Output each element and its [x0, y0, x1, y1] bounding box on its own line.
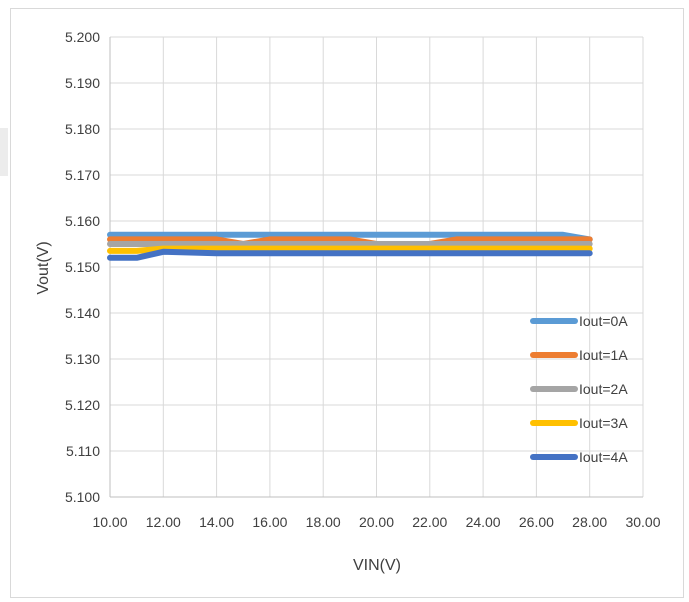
y-tick-label: 5.160 — [65, 213, 100, 229]
x-tick-label: 16.00 — [252, 514, 287, 530]
series-line-iout-1a — [107, 236, 593, 247]
y-tick-label: 5.100 — [65, 489, 100, 505]
y-tick-label: 5.140 — [65, 305, 100, 321]
y-tick-label: 5.120 — [65, 397, 100, 413]
y-tick-label: 5.150 — [65, 259, 100, 275]
x-tick-label: 28.00 — [572, 514, 607, 530]
x-tick-label: 24.00 — [466, 514, 501, 530]
series-lines — [107, 231, 593, 261]
x-tick-label: 22.00 — [412, 514, 447, 530]
legend-label: Iout=4A — [579, 449, 628, 465]
legend-label: Iout=1A — [579, 347, 628, 363]
x-tick-label: 30.00 — [625, 514, 660, 530]
x-tick-label: 20.00 — [359, 514, 394, 530]
x-tick-label: 10.00 — [92, 514, 127, 530]
legend-label: Iout=0A — [579, 313, 628, 329]
chart-frame — [10, 8, 684, 598]
legend-label: Iout=2A — [579, 381, 628, 397]
series-line-iout-3a — [107, 245, 593, 254]
x-tick-label: 18.00 — [306, 514, 341, 530]
y-tick-label: 5.130 — [65, 351, 100, 367]
legend-label: Iout=3A — [579, 415, 628, 431]
y-tick-label: 5.180 — [65, 121, 100, 137]
grid — [109, 36, 644, 498]
axes — [109, 37, 643, 498]
y-axis-label: Vout(V) — [35, 241, 52, 294]
x-tick-label: 14.00 — [199, 514, 234, 530]
y-tick-label: 5.190 — [65, 75, 100, 91]
legend: Iout=0A Iout=1A Iout=2A Iout=3A Iout=4A — [530, 313, 628, 465]
y-tick-label: 5.170 — [65, 167, 100, 183]
x-axis-label: VIN(V) — [353, 557, 401, 574]
x-tick-label: 26.00 — [519, 514, 554, 530]
y-tick-label: 5.110 — [66, 443, 100, 459]
series-line-iout-0a — [107, 231, 593, 243]
y-tick-label: 5.200 — [65, 29, 100, 45]
x-tick-label: 12.00 — [146, 514, 181, 530]
series-line-iout-4a — [107, 248, 593, 261]
page-edge-artifact — [0, 128, 8, 176]
tick-labels: 5.100 5.110 5.120 5.130 5.140 5.150 5.160 5.170… — [65, 29, 661, 530]
